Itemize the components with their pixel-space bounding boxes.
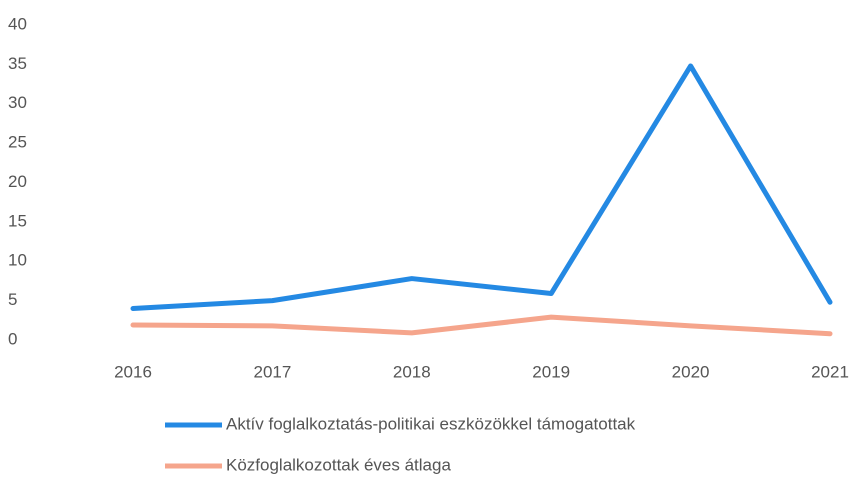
x-tick-label: 2017: [253, 362, 291, 381]
y-tick-label: 25: [8, 133, 27, 152]
series-line: [130, 314, 833, 337]
series-line: [130, 63, 833, 311]
y-tick-label: 40: [8, 14, 27, 33]
y-tick-label: 5: [8, 290, 17, 309]
y-tick-label: 30: [8, 93, 27, 112]
x-tick-label: 2019: [532, 362, 570, 381]
y-tick-label: 0: [8, 329, 17, 348]
y-tick-label: 20: [8, 172, 27, 191]
x-tick-label: 2021: [811, 362, 849, 381]
x-tick-label: 2020: [672, 362, 710, 381]
legend-label: Közfoglalkozottak éves átlaga: [226, 455, 451, 474]
x-tick-label: 2018: [393, 362, 431, 381]
y-tick-label: 15: [8, 211, 27, 230]
x-tick-label: 2016: [114, 362, 152, 381]
legend-label: Aktív foglalkoztatás-politikai eszközökk…: [226, 414, 636, 433]
y-tick-label: 35: [8, 54, 27, 73]
y-tick-label: 10: [8, 251, 27, 270]
